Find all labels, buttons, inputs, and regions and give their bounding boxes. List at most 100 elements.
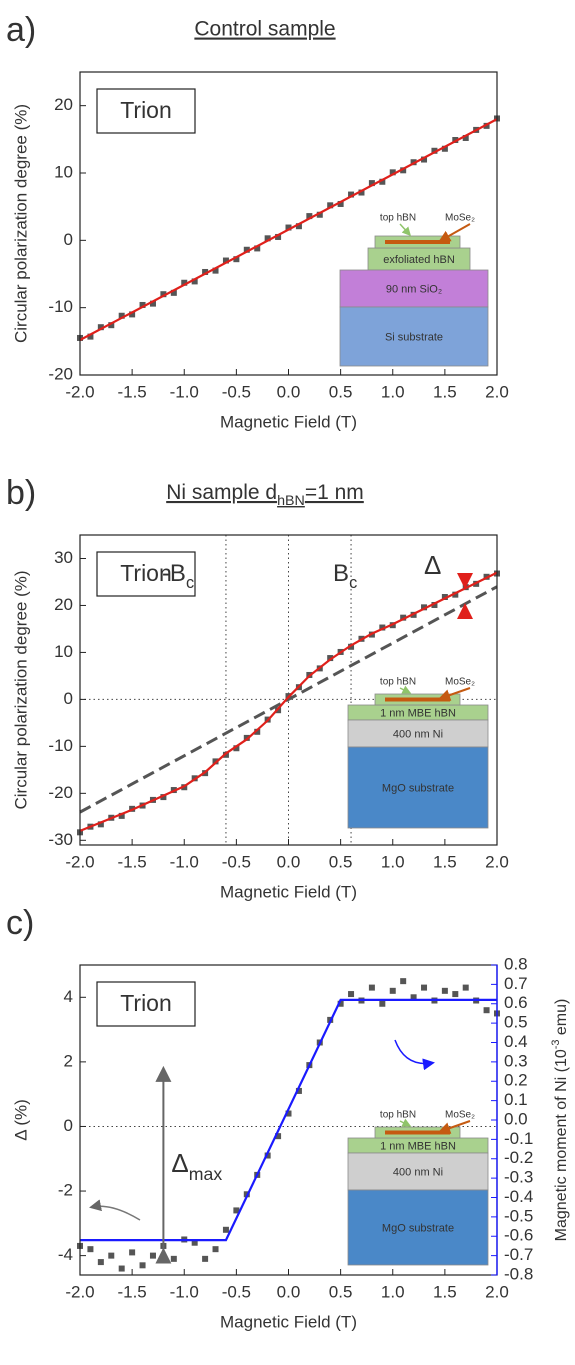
data-point xyxy=(170,1255,177,1262)
fit-line xyxy=(79,571,498,832)
label-box xyxy=(96,88,196,134)
panel-title: Ni sample dhBN=1 nm xyxy=(166,481,364,509)
x-tick-label: 2.0 xyxy=(485,382,509,401)
x-tick-label: -0.5 xyxy=(222,382,251,401)
data-point xyxy=(264,1152,271,1159)
data-point xyxy=(452,991,459,998)
data-point xyxy=(212,1246,219,1253)
y-tick-label: -2 xyxy=(58,1181,73,1200)
field-annotation-part: -B xyxy=(162,560,186,587)
inset-layer xyxy=(347,1152,489,1191)
inset-layer-label: 400 nm Ni xyxy=(393,1166,443,1178)
data-point xyxy=(389,987,396,994)
y2-tick-label: -0.2 xyxy=(504,1148,533,1167)
y2-tick-label: 0.1 xyxy=(504,1090,528,1109)
x-tick-label: -0.5 xyxy=(222,1282,251,1301)
data-point xyxy=(358,189,365,196)
data-point xyxy=(441,145,448,152)
label-box-text: Trion xyxy=(120,990,172,1016)
data-point xyxy=(97,324,104,331)
data-point xyxy=(348,191,355,198)
data-point xyxy=(129,311,136,318)
y2-tick-label: 0.7 xyxy=(504,974,528,993)
data-point xyxy=(285,224,292,231)
data-point xyxy=(275,1133,282,1140)
data-point xyxy=(337,200,344,207)
data-point xyxy=(108,1252,115,1259)
data-point xyxy=(379,178,386,185)
y-tick-label: 0 xyxy=(64,689,73,708)
field-annotation: Bc xyxy=(333,560,357,592)
data-point xyxy=(233,1207,240,1214)
data-point xyxy=(191,278,198,285)
field-annotation-part: c xyxy=(186,574,194,592)
data-point xyxy=(160,794,167,801)
data-point xyxy=(431,147,438,154)
data-point xyxy=(160,291,167,298)
data-point xyxy=(327,202,334,209)
y-tick-label: -4 xyxy=(58,1245,73,1264)
data-point xyxy=(243,246,250,253)
x-tick-label: 1.5 xyxy=(433,1282,457,1301)
y-tick-label: 10 xyxy=(54,162,73,181)
inset-flake-label: MoSe₂ xyxy=(445,677,475,688)
data-point xyxy=(306,213,313,220)
panel-title: Control sample xyxy=(194,18,335,41)
x-tick-label: -1.0 xyxy=(170,852,199,871)
data-point xyxy=(118,1265,125,1272)
label-box xyxy=(96,551,196,597)
inset-arrow xyxy=(438,687,471,701)
inset-flake-label: MoSe₂ xyxy=(445,213,475,224)
inset-layer-label: 1 nm MBE hBN xyxy=(380,707,456,719)
y2-axis-title-part: emu) xyxy=(553,999,570,1040)
data-point xyxy=(285,1110,292,1117)
delta-annotation: Δ xyxy=(424,550,441,580)
data-point xyxy=(431,601,438,608)
data-point xyxy=(327,655,334,662)
x-tick-label: -1.5 xyxy=(117,852,146,871)
y2-tick-label: -0.1 xyxy=(504,1129,533,1148)
inset-arrow xyxy=(399,1118,412,1127)
data-point xyxy=(87,1246,94,1253)
data-point xyxy=(368,180,375,187)
y2-tick-label: -0.6 xyxy=(504,1226,533,1245)
x-tick-label: 1.5 xyxy=(433,382,457,401)
curved-arrow xyxy=(89,1199,141,1221)
y-tick-label: 20 xyxy=(54,595,73,614)
y-tick-label: 0 xyxy=(64,230,73,249)
reference-curve xyxy=(79,585,498,814)
y-tick-label: 2 xyxy=(64,1051,73,1070)
x-tick-label: 1.5 xyxy=(433,852,457,871)
x-tick-label: -2.0 xyxy=(65,852,94,871)
y2-tick-label: 0.0 xyxy=(504,1109,528,1128)
x-tick-label: 1.0 xyxy=(381,1282,405,1301)
data-point xyxy=(316,211,323,218)
data-point xyxy=(483,1007,490,1014)
y2-tick-label: 0.5 xyxy=(504,1013,528,1032)
inset-top-label: top hBN xyxy=(380,1110,416,1121)
data-point xyxy=(118,812,125,819)
x-tick-label: 2.0 xyxy=(485,1282,509,1301)
x-tick-label: 1.0 xyxy=(381,852,405,871)
data-point xyxy=(233,256,240,263)
panel-title-part: hBN xyxy=(277,493,305,509)
y2-tick-label: -0.8 xyxy=(504,1264,533,1283)
inset-arrow xyxy=(438,223,471,242)
x-tick-label: -1.0 xyxy=(170,382,199,401)
y-tick-label: -10 xyxy=(48,736,73,755)
y-tick-label: 10 xyxy=(54,642,73,661)
inset-layer xyxy=(347,719,489,748)
data-point xyxy=(441,987,448,994)
x-axis-title: Magnetic Field (T) xyxy=(220,882,357,901)
data-point xyxy=(275,233,282,240)
x-axis-title: Magnetic Field (T) xyxy=(220,412,357,431)
y2-axis-title: Magnetic moment of Ni (10-3 emu) xyxy=(550,999,570,1242)
data-point xyxy=(97,1259,104,1266)
inset-layer xyxy=(347,1189,489,1266)
inset-layer-label: 1 nm MBE hBN xyxy=(380,1140,456,1152)
y2-tick-label: 0.4 xyxy=(504,1032,528,1051)
panel-label: a) xyxy=(6,11,36,49)
data-point xyxy=(337,1000,344,1007)
y2-tick-label: -0.5 xyxy=(504,1206,533,1225)
